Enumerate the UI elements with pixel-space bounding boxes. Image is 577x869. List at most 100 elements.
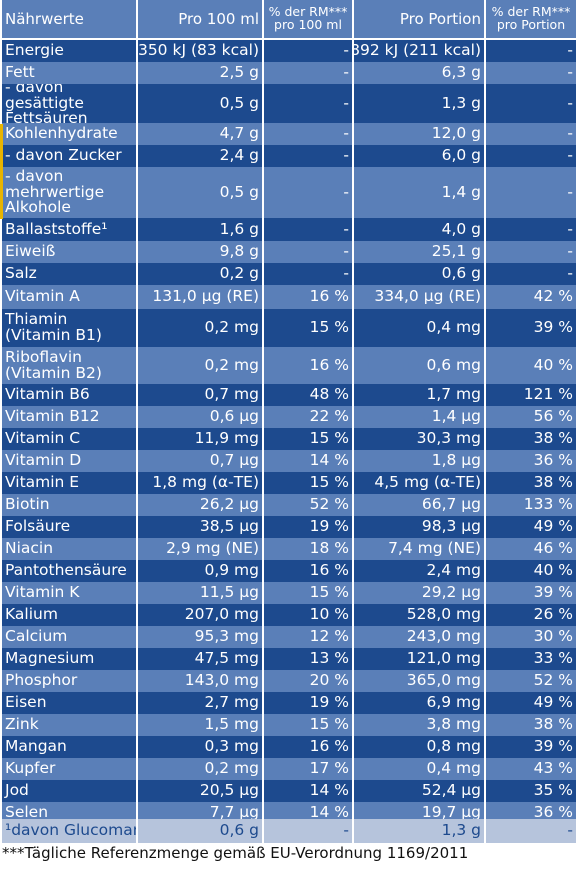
rm-per-100ml: 17 %	[264, 758, 352, 780]
value-per-100ml: 1,8 mg (α-TE)	[138, 472, 262, 494]
table-row: Phosphor 143,0 mg 20 % 365,0 mg 52 %	[0, 670, 577, 692]
rm-per-100ml: 15 %	[264, 428, 352, 450]
nutrient-name: Energie	[2, 40, 136, 62]
table-row: Vitamin B6 0,7 mg 48 % 1,7 mg 121 %	[0, 384, 577, 406]
rm-per-portion: 43 %	[486, 758, 576, 780]
value-per-portion: 6,0 g	[354, 145, 484, 167]
rm-per-portion: 39 %	[486, 582, 576, 604]
rm-per-portion: 49 %	[486, 516, 576, 538]
nutrient-name: - davon Zucker	[2, 145, 136, 167]
value-per-portion: 1,7 mg	[354, 384, 484, 406]
value-per-100ml: 4,7 g	[138, 123, 262, 145]
table-row: Selen 7,7 µg 14 % 19,7 µg 36 %	[0, 802, 577, 824]
value-per-100ml: 207,0 mg	[138, 604, 262, 626]
value-per-portion: 892 kJ (211 kcal)	[354, 40, 484, 62]
rm-per-portion: -	[486, 218, 576, 241]
value-per-100ml: 0,2 mg	[138, 309, 262, 347]
footer-value-portion: 1,3 g	[354, 819, 484, 843]
value-per-100ml: 350 kJ (83 kcal)	[138, 40, 262, 62]
nutrient-name: Vitamin K	[2, 582, 136, 604]
value-per-portion: 0,4 mg	[354, 758, 484, 780]
rm-per-100ml: 16 %	[264, 285, 352, 309]
value-per-portion: 2,4 mg	[354, 560, 484, 582]
rm-per-portion: 35 %	[486, 780, 576, 802]
table-row: Riboflavin (Vitamin B2) 0,2 mg 16 % 0,6 mg 4…	[0, 347, 577, 384]
rm-per-portion: 36 %	[486, 802, 576, 824]
rm-per-100ml: -	[264, 40, 352, 62]
value-per-portion: 66,7 µg	[354, 494, 484, 516]
nutrient-name: Biotin	[2, 494, 136, 516]
nutrient-name: Vitamin D	[2, 450, 136, 472]
nutrient-name: Niacin	[2, 538, 136, 560]
value-per-100ml: 1,5 mg	[138, 714, 262, 736]
nutrient-name: Ballaststoffe¹	[2, 218, 136, 241]
nutrient-name: Thiamin (Vitamin B1)	[2, 309, 136, 347]
value-per-100ml: 0,2 mg	[138, 347, 262, 384]
table-row: - davon gesättigte Fettsäuren 0,5 g -1,3 g…	[0, 84, 577, 123]
nutrient-name: Eisen	[2, 692, 136, 714]
value-per-portion: 1,8 µg	[354, 450, 484, 472]
table-row: Pantothensäure 0,9 mg 16 % 2,4 mg 40 %	[0, 560, 577, 582]
nutrient-name: Kohlenhydrate	[2, 123, 136, 145]
footer-rm-100ml: -	[264, 819, 352, 843]
table-row: Biotin 26,2 µg 52 % 66,7 µg 133 %	[0, 494, 577, 516]
table-header: Nährwerte Pro 100 ml % der RM*** pro 100…	[0, 0, 577, 38]
footnote: ***Tägliche Referenzmenge gemäß EU-Veror…	[2, 844, 469, 862]
nutrient-name: Eiweiß	[2, 241, 136, 263]
value-per-100ml: 26,2 µg	[138, 494, 262, 516]
rm-per-100ml: -	[264, 123, 352, 145]
value-per-portion: 0,6 g	[354, 263, 484, 285]
rm-per-100ml: 18 %	[264, 538, 352, 560]
value-per-portion: 365,0 mg	[354, 670, 484, 692]
rm-per-100ml: 15 %	[264, 714, 352, 736]
value-per-portion: 29,2 µg	[354, 582, 484, 604]
nutrient-name: Fett	[2, 62, 136, 84]
rm-per-portion: -	[486, 241, 576, 263]
rm-per-100ml: -	[264, 84, 352, 123]
value-per-portion: 19,7 µg	[354, 802, 484, 824]
value-per-100ml: 95,3 mg	[138, 626, 262, 648]
value-per-portion: 12,0 g	[354, 123, 484, 145]
value-per-portion: 52,4 µg	[354, 780, 484, 802]
table-row: Niacin 2,9 mg (NE) 18 % 7,4 mg (NE) 46 %	[0, 538, 577, 560]
nutrient-name: Vitamin B12	[2, 406, 136, 428]
rm-per-portion: -	[486, 40, 576, 62]
header-rm-100ml: % der RM*** pro 100 ml	[264, 0, 352, 38]
value-per-portion: 0,8 mg	[354, 736, 484, 758]
nutrient-name: Vitamin B6	[2, 384, 136, 406]
rm-per-100ml: 13 %	[264, 648, 352, 670]
rm-per-100ml: 19 %	[264, 692, 352, 714]
rm-per-100ml: 10 %	[264, 604, 352, 626]
table-footer-row: ¹davon Glucomannan0,6 g-1,3 g-	[0, 819, 577, 843]
nutrient-name: Salz	[2, 263, 136, 285]
nutrient-name: Mangan	[2, 736, 136, 758]
rm-per-100ml: -	[264, 167, 352, 218]
nutrient-name: Vitamin C	[2, 428, 136, 450]
rm-per-portion: 38 %	[486, 472, 576, 494]
nutrient-name: Riboflavin (Vitamin B2)	[2, 347, 136, 384]
rm-per-100ml: 48 %	[264, 384, 352, 406]
nutrient-name: Selen	[2, 802, 136, 824]
table-row: Kohlenhydrate 4,7 g -12,0 g-	[0, 123, 577, 145]
table-row: Mangan 0,3 mg 16 % 0,8 mg 39 %	[0, 736, 577, 758]
value-per-100ml: 2,7 mg	[138, 692, 262, 714]
table-row: Vitamin E 1,8 mg (α-TE) 15 % 4,5 mg (α-TE) 3…	[0, 472, 577, 494]
value-per-100ml: 7,7 µg	[138, 802, 262, 824]
nutrient-name: Folsäure	[2, 516, 136, 538]
rm-per-100ml: 16 %	[264, 736, 352, 758]
table-row: Eiweiß 9,8 g -25,1 g-	[0, 241, 577, 263]
rm-per-portion: -	[486, 62, 576, 84]
nutrient-name: Magnesium	[2, 648, 136, 670]
value-per-portion: 25,1 g	[354, 241, 484, 263]
value-per-portion: 4,5 mg (α-TE)	[354, 472, 484, 494]
nutrient-name: Vitamin A	[2, 285, 136, 309]
value-per-100ml: 11,9 mg	[138, 428, 262, 450]
value-per-100ml: 0,2 mg	[138, 758, 262, 780]
value-per-portion: 528,0 mg	[354, 604, 484, 626]
value-per-100ml: 2,5 g	[138, 62, 262, 84]
nutrient-name: Calcium	[2, 626, 136, 648]
table-row: Vitamin C 11,9 mg 15 % 30,3 mg 38 %	[0, 428, 577, 450]
rm-per-portion: 38 %	[486, 714, 576, 736]
value-per-100ml: 11,5 µg	[138, 582, 262, 604]
